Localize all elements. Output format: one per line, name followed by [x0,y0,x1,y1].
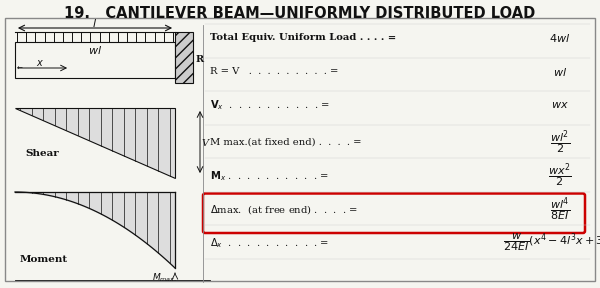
Text: Moment: Moment [20,255,68,264]
Text: $\leftarrow$: $\leftarrow$ [15,64,24,72]
Text: Shear: Shear [25,149,59,158]
Text: $4wl$: $4wl$ [550,32,571,44]
Text: $x$: $x$ [36,58,44,68]
Text: $\dfrac{wl^2}{2}$: $\dfrac{wl^2}{2}$ [550,128,570,157]
Text: 19.   CANTILEVER BEAM—UNIFORMLY DISTRIBUTED LOAD: 19. CANTILEVER BEAM—UNIFORMLY DISTRIBUTE… [64,5,536,20]
Text: $\Delta$max.  (at free end) .  .  .  . =: $\Delta$max. (at free end) . . . . = [210,203,358,216]
Text: $\Delta_x$  .  .  .  .  .  .  .  .  .  . =: $\Delta_x$ . . . . . . . . . . = [210,236,329,250]
Text: R: R [196,56,204,65]
Polygon shape [15,108,175,178]
Text: $\dfrac{wl^4}{8EI}$: $\dfrac{wl^4}{8EI}$ [550,196,570,223]
Text: $l$: $l$ [92,17,98,29]
Text: $\mathbf{V}_x$  .  .  .  .  .  .  .  .  .  . =: $\mathbf{V}_x$ . . . . . . . . . . = [210,98,330,112]
Text: $M_{max.}$: $M_{max.}$ [152,272,177,284]
Text: $\dfrac{w}{24EI}(x^4 - 4l^3x + 3l^4)$: $\dfrac{w}{24EI}(x^4 - 4l^3x + 3l^4)$ [503,232,600,254]
Text: $\mathbf{M}_x$ .  .  .  .  .  .  .  .  .  . =: $\mathbf{M}_x$ . . . . . . . . . . = [210,169,329,183]
Text: $wl$: $wl$ [553,65,567,77]
Text: V: V [202,139,209,147]
Text: M max.(at fixed end) .  .  .  . =: M max.(at fixed end) . . . . = [210,138,361,147]
Text: $wl$: $wl$ [88,44,102,56]
Polygon shape [175,32,193,83]
Text: R = V   .  .  .  .  .  .  .  .  . =: R = V . . . . . . . . . = [210,67,338,76]
Text: Total Equiv. Uniform Load . . . . =: Total Equiv. Uniform Load . . . . = [210,33,396,43]
Text: $wx$: $wx$ [551,100,569,110]
Text: $\dfrac{wx^2}{2}$: $\dfrac{wx^2}{2}$ [548,162,572,190]
